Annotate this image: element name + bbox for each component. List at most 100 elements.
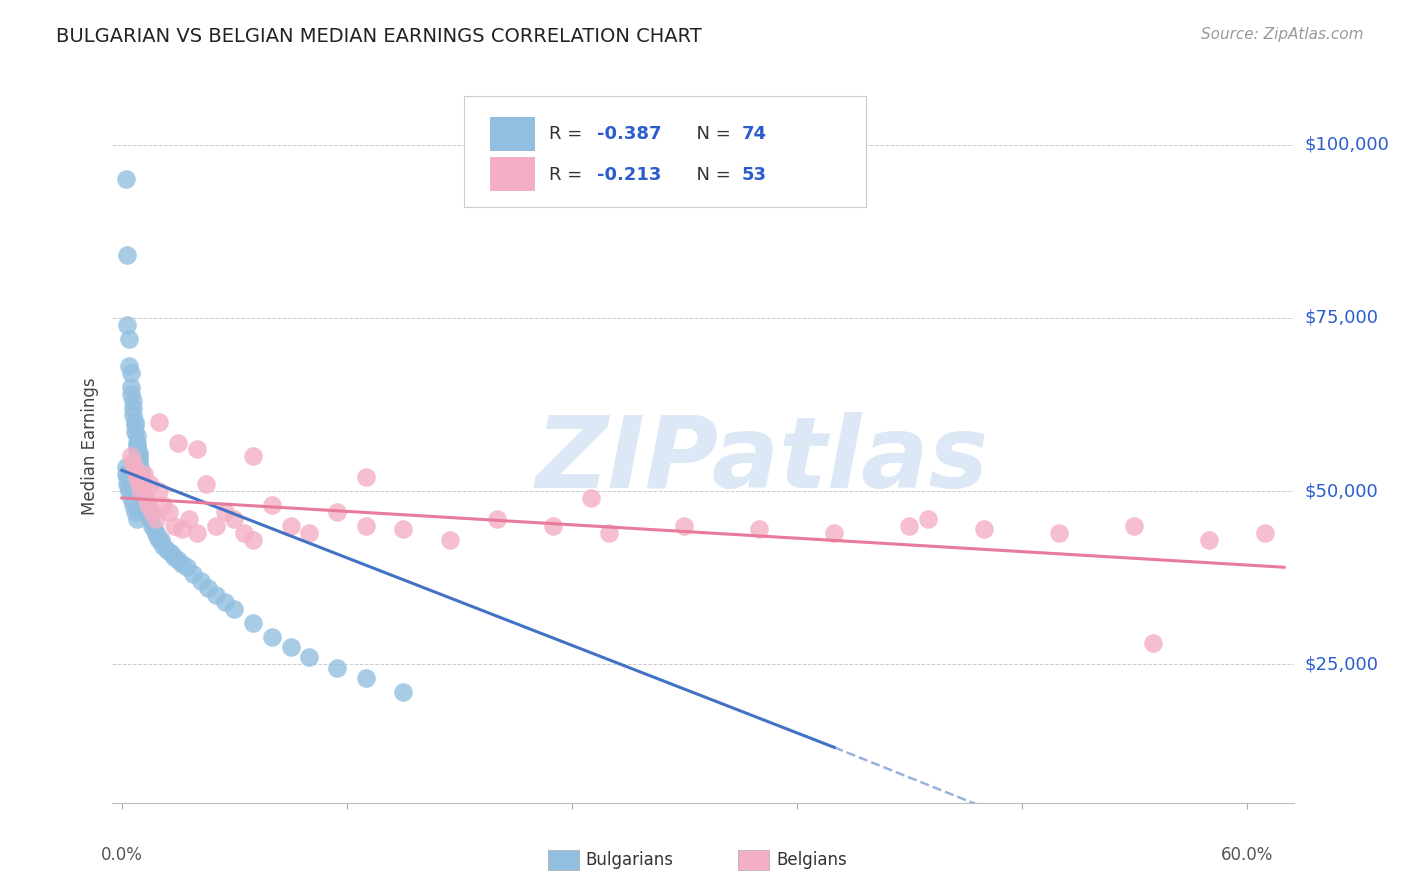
Point — [1123, 518, 1146, 533]
Point — [170, 557, 193, 571]
Point — [179, 512, 201, 526]
Point — [190, 574, 212, 588]
Point — [167, 435, 190, 450]
FancyBboxPatch shape — [491, 157, 536, 191]
Point — [136, 505, 159, 519]
Point — [129, 470, 152, 484]
Point — [141, 505, 163, 519]
Text: 74: 74 — [742, 125, 768, 143]
Point — [354, 671, 377, 685]
Point — [125, 512, 148, 526]
Point — [134, 467, 156, 481]
Point — [280, 518, 302, 533]
Point — [439, 533, 461, 547]
Point — [139, 508, 162, 523]
Point — [917, 512, 939, 526]
Point — [134, 487, 156, 501]
Point — [280, 640, 302, 654]
Point — [139, 512, 162, 526]
Point — [214, 505, 236, 519]
Point — [129, 467, 152, 481]
Text: $100,000: $100,000 — [1305, 136, 1389, 153]
Point — [186, 525, 208, 540]
Point — [146, 529, 169, 543]
Point — [195, 477, 218, 491]
Point — [117, 477, 139, 491]
Point — [122, 401, 145, 415]
Point — [673, 518, 696, 533]
Point — [128, 450, 150, 464]
Point — [129, 474, 152, 488]
Point — [134, 491, 156, 505]
Point — [148, 483, 170, 498]
Point — [298, 525, 321, 540]
Point — [354, 518, 377, 533]
Point — [120, 387, 142, 401]
Point — [134, 494, 156, 508]
Text: R =: R = — [550, 125, 589, 143]
Point — [125, 442, 148, 457]
Text: N =: N = — [685, 125, 737, 143]
Point — [145, 525, 167, 540]
Point — [128, 446, 150, 460]
Text: N =: N = — [685, 166, 737, 184]
Point — [118, 359, 141, 374]
Text: Bulgarians: Bulgarians — [585, 851, 673, 869]
Text: R =: R = — [550, 166, 589, 184]
Point — [117, 318, 139, 332]
Point — [170, 522, 193, 536]
Y-axis label: Median Earnings: Median Earnings — [82, 377, 100, 515]
Point — [232, 525, 254, 540]
Point — [148, 533, 170, 547]
Point — [128, 456, 150, 470]
Point — [186, 442, 208, 457]
Point — [128, 459, 150, 474]
Point — [152, 540, 174, 554]
Point — [124, 463, 146, 477]
Point — [748, 522, 770, 536]
Point — [242, 615, 264, 630]
Point — [392, 685, 415, 699]
Point — [124, 415, 146, 429]
Point — [114, 459, 136, 474]
FancyBboxPatch shape — [491, 117, 536, 152]
Point — [129, 463, 152, 477]
Point — [1254, 525, 1277, 540]
Point — [354, 470, 377, 484]
Point — [125, 428, 148, 442]
Point — [139, 477, 162, 491]
Point — [973, 522, 995, 536]
Point — [181, 567, 204, 582]
Point — [135, 491, 157, 505]
Text: Belgians: Belgians — [776, 851, 846, 869]
Point — [1198, 533, 1220, 547]
Point — [823, 525, 845, 540]
Text: 53: 53 — [742, 166, 768, 184]
Point — [176, 560, 198, 574]
Point — [124, 418, 146, 433]
Point — [1142, 636, 1164, 650]
Point — [120, 491, 142, 505]
Point — [122, 498, 145, 512]
Point — [131, 481, 153, 495]
Point — [242, 450, 264, 464]
Point — [541, 518, 564, 533]
Point — [122, 408, 145, 422]
Point — [1047, 525, 1070, 540]
Text: -0.213: -0.213 — [596, 166, 661, 184]
Point — [167, 553, 190, 567]
Point — [118, 332, 141, 346]
Point — [224, 602, 246, 616]
Text: ZIPatlas: ZIPatlas — [536, 412, 988, 508]
Point — [157, 505, 180, 519]
Point — [129, 483, 152, 498]
Point — [114, 172, 136, 186]
Text: Source: ZipAtlas.com: Source: ZipAtlas.com — [1201, 27, 1364, 42]
Point — [392, 522, 415, 536]
Point — [142, 522, 165, 536]
Point — [125, 470, 148, 484]
Point — [598, 525, 620, 540]
Point — [124, 425, 146, 439]
Point — [131, 477, 153, 491]
Point — [141, 518, 163, 533]
